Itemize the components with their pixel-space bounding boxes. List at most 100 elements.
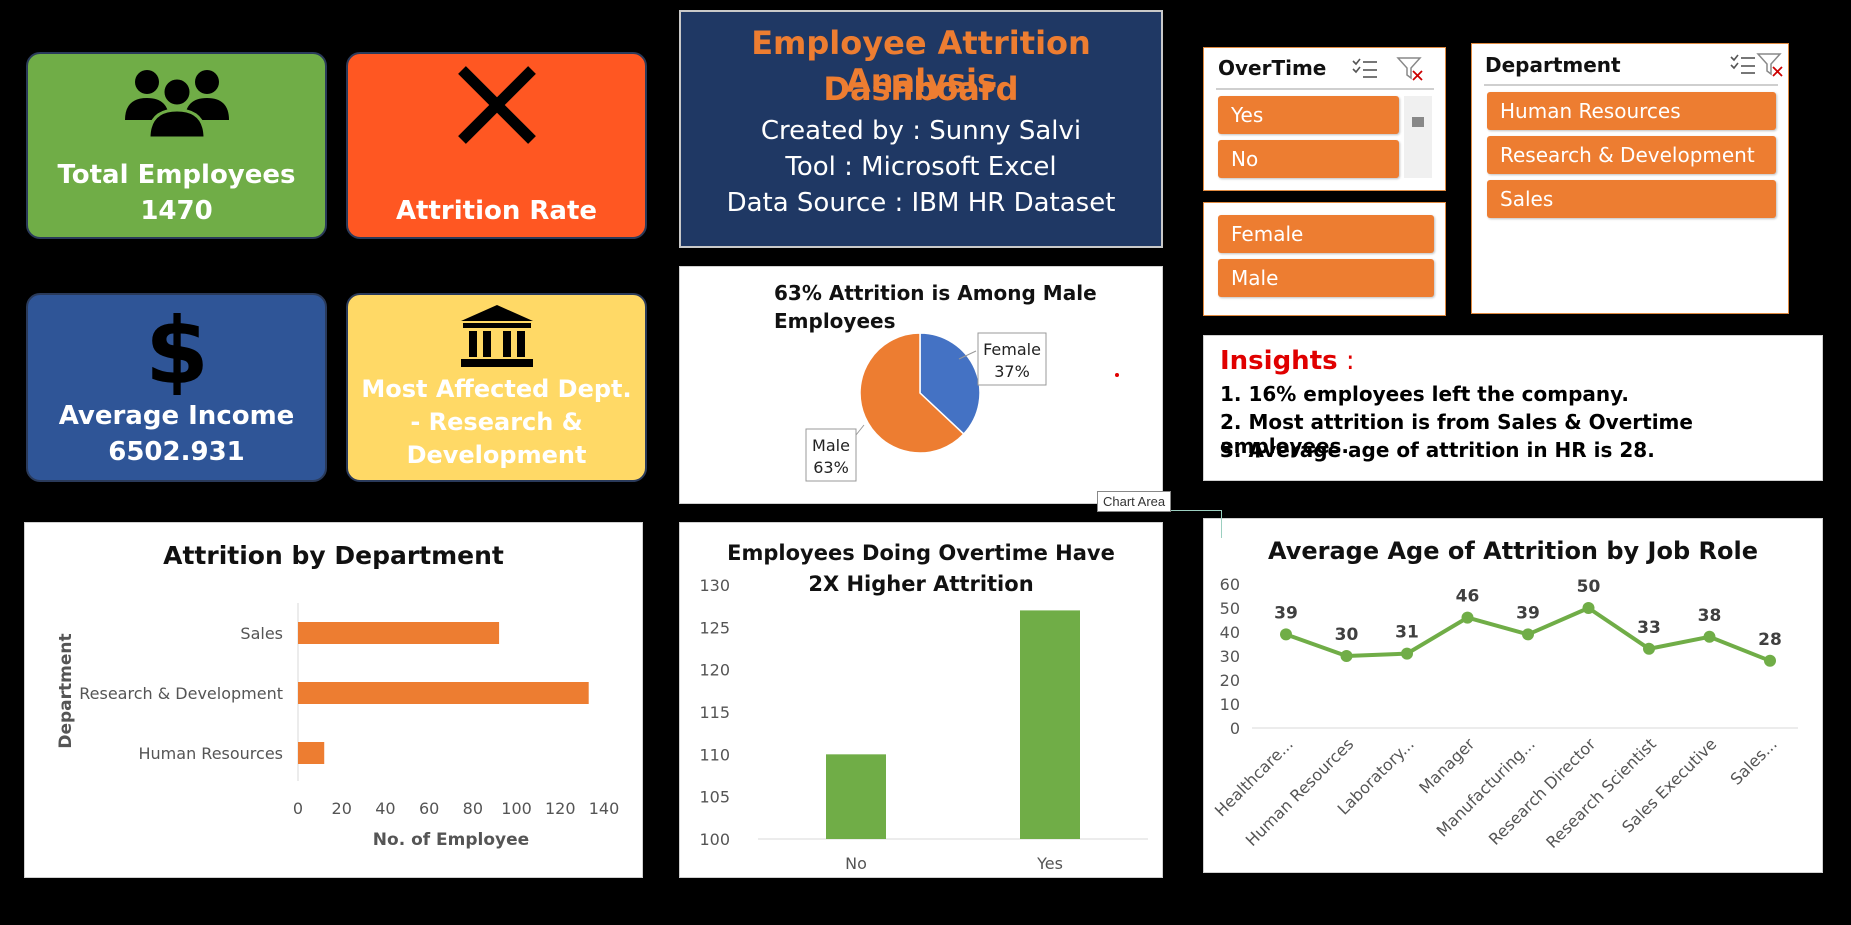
age-point <box>1461 611 1474 624</box>
age-point <box>1703 630 1716 643</box>
svg-text:$: $ <box>144 303 208 395</box>
total-employees-value: 1470 <box>140 196 213 226</box>
insights-colon: : <box>1337 346 1355 376</box>
overtime-no-button[interactable]: No <box>1218 140 1399 178</box>
pie-label-box-male <box>805 428 857 482</box>
dept-y-axis-label: Department <box>56 633 76 748</box>
age-data-label: 30 <box>1335 625 1359 645</box>
age-data-label: 39 <box>1274 603 1298 623</box>
dept-bar <box>298 622 500 644</box>
ot-tick-label: 130 <box>699 576 730 595</box>
age-data-label: 50 <box>1577 577 1601 597</box>
overtime-title-line-2: 2X Higher Attrition <box>808 572 1034 596</box>
insight-line-2: 2. Most attrition is from Sales & Overti… <box>1220 410 1693 458</box>
age-tick-label: 40 <box>1220 623 1240 642</box>
ot-bar <box>1020 610 1080 839</box>
gender-female-button[interactable]: Female <box>1218 215 1434 253</box>
pie-label-male: Male <box>812 436 850 455</box>
age-point <box>1582 602 1595 614</box>
ot-bar <box>826 754 886 839</box>
overtime-attrition-chart[interactable]: Employees Doing Overtime Have 2X Higher … <box>679 522 1163 878</box>
dept-tick-label: 60 <box>419 799 439 818</box>
multi-select-icon[interactable] <box>1730 54 1756 81</box>
data-source-text: Data Source : IBM HR Dataset <box>726 188 1116 218</box>
age-data-label: 38 <box>1698 606 1722 626</box>
ot-tick-label: 120 <box>699 661 730 680</box>
pie-chart: Female 37% Male 63% <box>805 332 1047 482</box>
pie-label-male-pct: 63% <box>813 458 849 477</box>
age-tick-label: 0 <box>1230 719 1240 738</box>
age-data-label: 46 <box>1456 587 1480 607</box>
age-category-label: Research Director <box>1485 734 1600 849</box>
insight-line-3: 3. Average age of attrition in HR is 28. <box>1220 438 1655 462</box>
age-point <box>1401 647 1413 660</box>
department-slicer-title: Department <box>1485 53 1621 77</box>
insights-title: Insights <box>1220 346 1338 376</box>
overtime-yes-button[interactable]: Yes <box>1218 96 1399 134</box>
age-point <box>1280 628 1292 641</box>
pie-title-line-2: Employees <box>774 309 896 333</box>
age-point <box>1643 642 1655 655</box>
dept-category-label: Research & Development <box>79 684 283 703</box>
pie-title-line-1: 63% Attrition is Among Male <box>774 281 1097 305</box>
dept-tick-label: 40 <box>375 799 395 818</box>
gender-pie-chart-panel[interactable]: 63% Attrition is Among Male Employees Fe… <box>679 266 1163 504</box>
overtime-slicer-title: OverTime <box>1218 56 1327 80</box>
created-by-text: Created by : Sunny Salvi <box>760 116 1082 146</box>
dept-bar <box>298 682 589 704</box>
dept-chart-title: Attrition by Department <box>163 541 504 570</box>
age-category-label: Human Resources <box>1242 734 1358 850</box>
slicer-divider <box>1484 84 1778 86</box>
chart-area-tooltip: Chart Area <box>1097 491 1172 512</box>
overtime-scrollbar[interactable] <box>1404 96 1432 178</box>
department-hr-button[interactable]: Human Resources <box>1487 92 1776 130</box>
age-data-label: 31 <box>1395 623 1419 643</box>
attrition-by-department-chart[interactable]: Attrition by Department Sales Research & … <box>24 522 643 878</box>
most-affected-dept-card: Most Affected Dept. - Research & Develop… <box>346 293 647 482</box>
pie-slice-male <box>859 332 965 454</box>
x-icon <box>348 62 645 148</box>
ot-category-label: Yes <box>1036 854 1063 873</box>
dept-bar-plot: Sales Research & Development Human Resourc… <box>56 603 620 850</box>
pie-leader-line <box>855 424 865 436</box>
most-affected-line-2: - Research & <box>410 408 583 436</box>
dept-tick-label: 140 <box>589 799 620 818</box>
attrition-rate-label: Attrition Rate <box>395 196 598 226</box>
age-category-label: Sales... <box>1726 734 1780 788</box>
age-point <box>1764 654 1776 667</box>
age-tick-label: 20 <box>1220 671 1240 690</box>
multi-select-icon[interactable] <box>1352 58 1378 85</box>
department-sales-button[interactable]: Sales <box>1487 180 1776 218</box>
dept-x-axis-label: No. of Employee <box>373 830 529 850</box>
gender-male-button[interactable]: Male <box>1218 259 1434 297</box>
tool-text: Tool : Microsoft Excel <box>785 152 1057 182</box>
average-age-chart[interactable]: Average Age of Attrition by Job Role 0 10… <box>1203 518 1823 873</box>
slicer-divider <box>1216 88 1434 90</box>
overtime-slicer: OverTime Yes No <box>1203 47 1446 191</box>
clear-filter-icon[interactable] <box>1756 52 1784 83</box>
pie-leader-line <box>958 350 977 360</box>
department-rd-button[interactable]: Research & Development <box>1487 136 1776 174</box>
ot-tick-label: 105 <box>699 788 730 807</box>
age-point <box>1340 650 1353 662</box>
department-slicer: Department Human Resources Research & De… <box>1471 43 1789 314</box>
age-category-label: Research Scientist <box>1542 734 1660 852</box>
pie-label-female-pct: 37% <box>994 362 1030 381</box>
ot-category-label: No <box>845 854 867 873</box>
dept-tick-label: 20 <box>332 799 352 818</box>
gender-slicer: Female Male <box>1203 202 1446 316</box>
most-affected-line-3: Development <box>406 441 587 469</box>
header-panel: Employee Attrition Analysis Dashboard Cr… <box>679 10 1163 248</box>
pie-slice-female <box>919 332 981 436</box>
scrollbar-thumb[interactable] <box>1412 117 1424 127</box>
dashboard-title-line-2: Dashboard <box>823 70 1019 108</box>
clear-filter-icon[interactable] <box>1396 56 1424 87</box>
age-data-label: 39 <box>1516 603 1540 623</box>
people-icon <box>28 62 325 142</box>
pie-label-box-female <box>977 332 1047 386</box>
average-income-label: Average Income <box>58 401 295 431</box>
bank-icon <box>348 303 645 369</box>
overtime-title-line-1: Employees Doing Overtime Have <box>727 541 1115 565</box>
dept-tick-label: 120 <box>545 799 576 818</box>
